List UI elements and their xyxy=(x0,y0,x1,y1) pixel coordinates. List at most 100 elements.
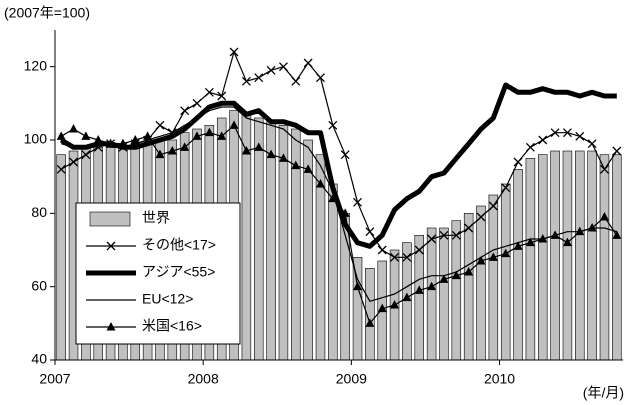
legend-label: アジア<55> xyxy=(142,264,215,280)
marker xyxy=(340,150,350,160)
marker xyxy=(291,160,301,170)
marker xyxy=(575,131,585,141)
marker xyxy=(377,245,387,255)
bar xyxy=(352,257,363,361)
marker xyxy=(56,164,66,174)
bar xyxy=(56,154,66,361)
y-tick-label: 120 xyxy=(24,57,48,73)
bar xyxy=(500,183,511,361)
marker xyxy=(266,65,276,75)
marker xyxy=(538,234,548,243)
marker xyxy=(167,146,177,155)
marker xyxy=(427,234,437,244)
y-tick-label: 80 xyxy=(31,204,47,220)
bar xyxy=(328,183,338,361)
marker xyxy=(525,237,535,247)
marker xyxy=(328,120,338,130)
marker xyxy=(612,146,622,156)
marker xyxy=(451,230,461,240)
marker xyxy=(353,281,363,291)
marker xyxy=(106,241,116,251)
x-tick-label: 2007 xyxy=(39,371,70,387)
bar xyxy=(463,213,474,361)
marker xyxy=(612,230,622,239)
marker xyxy=(599,212,609,221)
y-tick-label: 60 xyxy=(31,277,47,293)
marker xyxy=(93,135,103,144)
marker xyxy=(266,149,276,159)
marker xyxy=(550,230,560,239)
bar xyxy=(550,150,560,361)
marker xyxy=(217,91,227,101)
bar xyxy=(476,205,486,361)
marker xyxy=(130,135,140,144)
marker xyxy=(155,120,165,130)
marker xyxy=(81,131,91,140)
marker xyxy=(488,201,498,211)
marker xyxy=(600,164,609,174)
marker xyxy=(562,128,572,138)
marker xyxy=(278,153,288,162)
marker xyxy=(56,131,66,140)
line xyxy=(60,124,618,324)
marker xyxy=(427,281,437,291)
marker xyxy=(180,142,190,151)
marker xyxy=(439,230,449,240)
bar xyxy=(537,154,548,361)
marker xyxy=(414,285,424,294)
bar xyxy=(587,150,597,361)
marker xyxy=(390,252,400,262)
marker xyxy=(340,208,350,217)
bar xyxy=(488,194,499,361)
marker xyxy=(587,139,597,149)
marker xyxy=(303,58,313,68)
bar xyxy=(513,169,523,361)
marker xyxy=(365,318,375,327)
marker xyxy=(180,106,190,116)
marker xyxy=(229,47,239,57)
marker xyxy=(204,127,214,137)
marker xyxy=(476,256,486,265)
marker xyxy=(501,183,511,193)
marker xyxy=(254,142,264,151)
marker xyxy=(229,120,239,129)
marker xyxy=(155,149,165,159)
bar xyxy=(562,150,573,361)
x-tick-label: 2009 xyxy=(336,371,367,387)
marker xyxy=(550,128,560,138)
marker xyxy=(106,138,116,148)
marker xyxy=(315,179,325,188)
marker xyxy=(143,131,153,140)
marker xyxy=(513,157,523,167)
x-tick-label: 2008 xyxy=(188,371,219,387)
marker xyxy=(192,131,202,140)
marker xyxy=(328,193,338,203)
legend-label: 世界 xyxy=(142,210,170,226)
marker xyxy=(525,142,535,152)
marker xyxy=(81,150,91,160)
marker xyxy=(254,73,264,83)
legend-label: EU<12> xyxy=(142,291,193,307)
marker xyxy=(291,76,301,86)
marker xyxy=(501,248,511,258)
bar xyxy=(575,150,585,361)
marker xyxy=(69,124,79,133)
marker xyxy=(562,237,572,247)
line xyxy=(61,106,617,302)
marker xyxy=(217,131,227,140)
legend-label: 米国<16> xyxy=(142,318,202,334)
marker xyxy=(241,76,251,86)
marker xyxy=(204,87,214,97)
marker xyxy=(587,223,597,232)
y-tick-label: 100 xyxy=(24,131,48,147)
marker xyxy=(303,164,313,173)
marker xyxy=(377,303,387,313)
legend-swatch xyxy=(89,211,131,227)
bar xyxy=(439,227,449,361)
marker xyxy=(476,212,486,222)
marker xyxy=(538,135,548,145)
bar xyxy=(414,235,425,361)
marker xyxy=(365,227,375,237)
marker xyxy=(575,226,585,236)
